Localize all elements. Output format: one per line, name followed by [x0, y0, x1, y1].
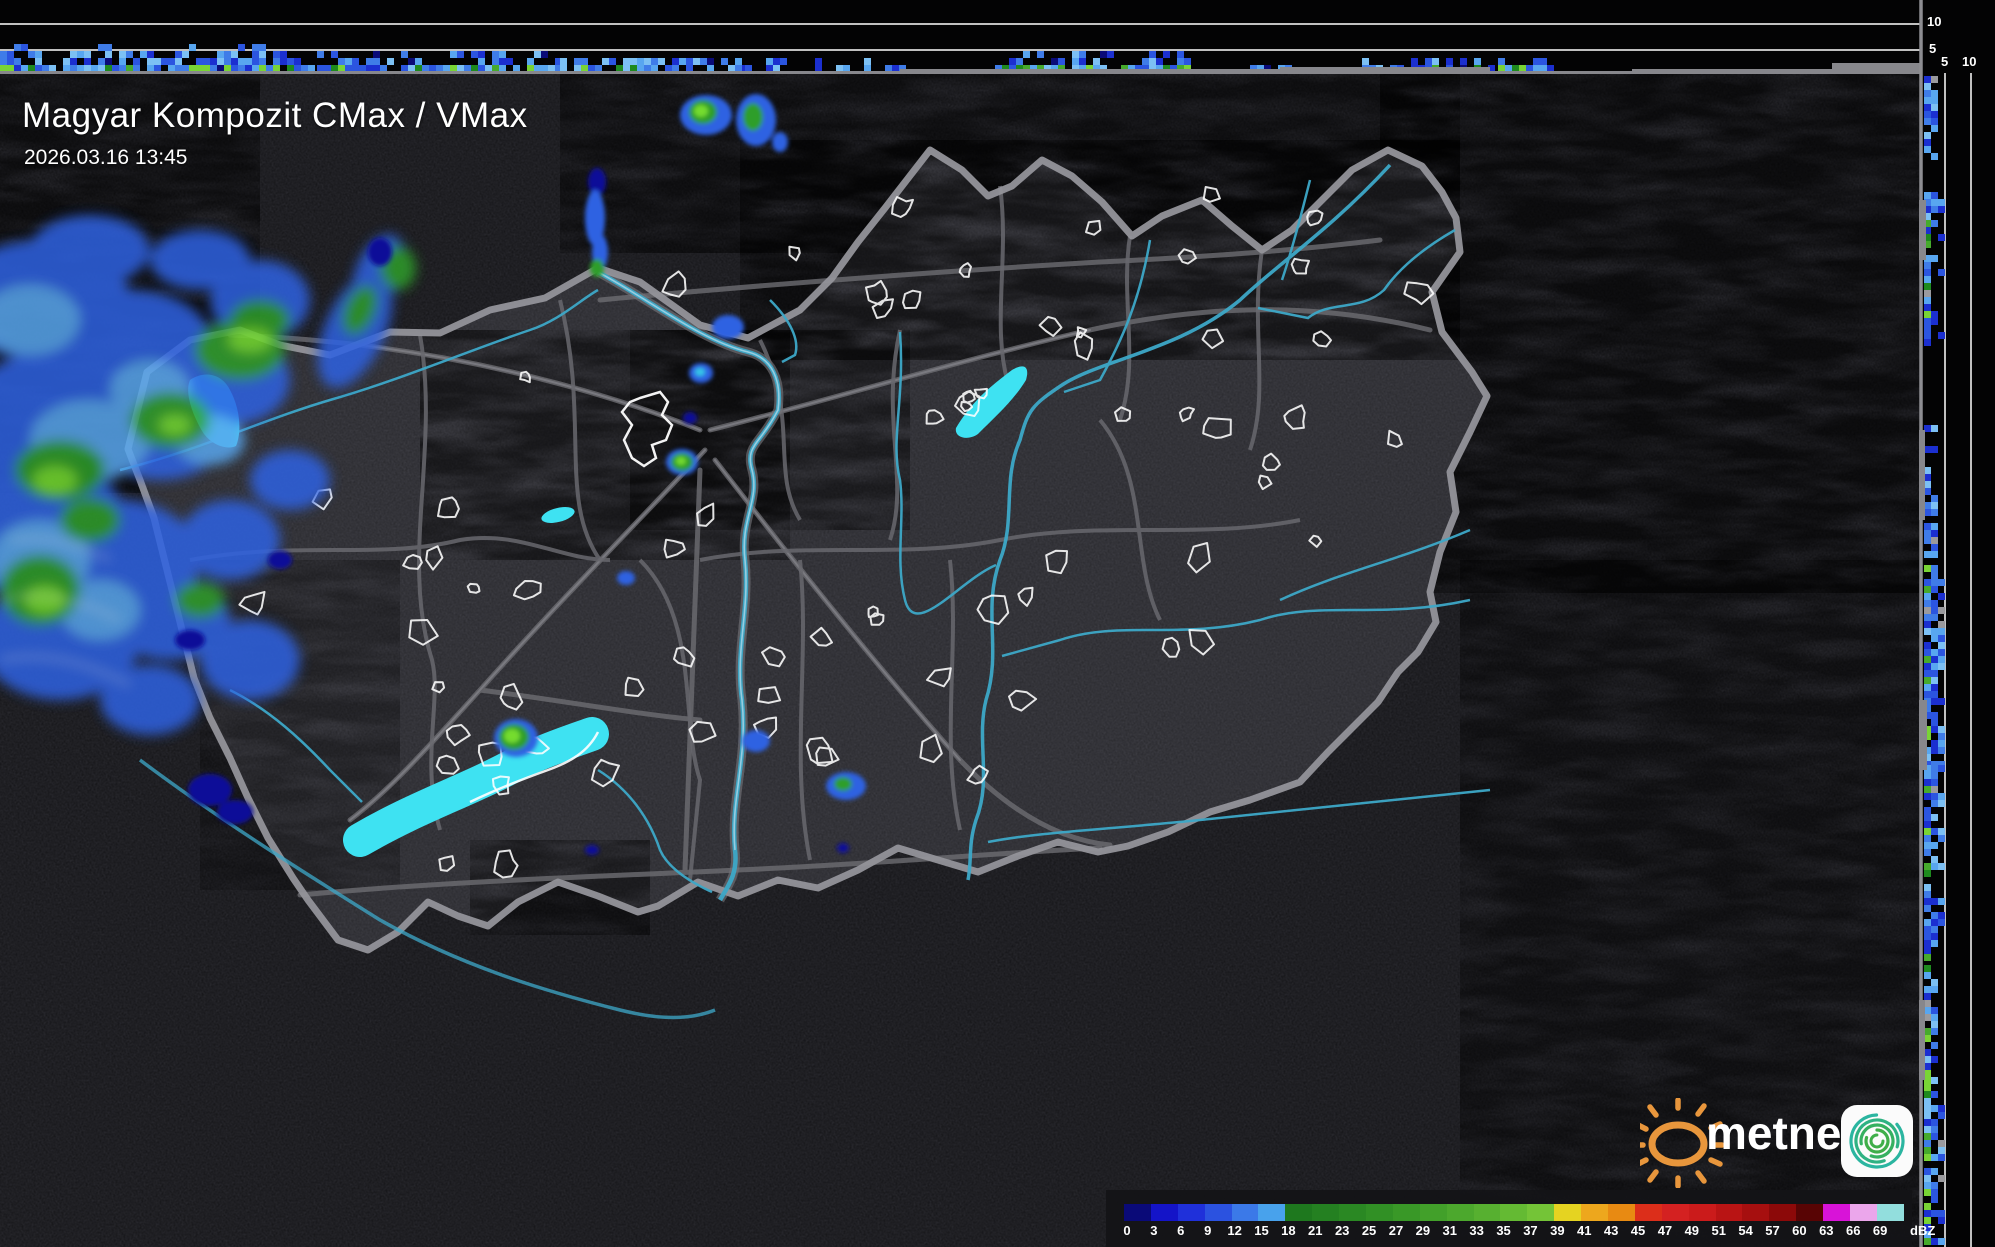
dbz-cell [1177, 1204, 1205, 1221]
dbz-cell [1688, 1204, 1716, 1221]
dbz-cell [1769, 1204, 1797, 1221]
dbz-cell [1204, 1204, 1232, 1221]
dbz-tick-label: 45 [1630, 1223, 1646, 1238]
budapest-outline [620, 390, 674, 468]
dbz-tick-label: 12 [1227, 1223, 1242, 1238]
dbz-colorbar-cells [1124, 1204, 1904, 1221]
dbz-tick-label: 15 [1254, 1223, 1269, 1238]
dbz-cell [1500, 1204, 1528, 1221]
dbz-cell [1850, 1204, 1877, 1221]
logo-wordmark: metnet [1706, 1107, 1857, 1159]
dbz-cell [1339, 1204, 1367, 1221]
dbz-tick-label: 39 [1550, 1223, 1565, 1238]
dbz-cell [1876, 1204, 1904, 1221]
settlement-outlines [238, 186, 1435, 879]
dbz-cell [1661, 1204, 1689, 1221]
dbz-tick-label: 57 [1765, 1223, 1780, 1238]
dbz-colorbar: 0 3 6 9 12 15 18 21 23 25 27 29 31 33 35 37 39 41 43 45 47 49… [1106, 1190, 1935, 1247]
dbz-cell [1473, 1204, 1501, 1221]
dbz-tick-label: 43 [1603, 1223, 1619, 1238]
dbz-unit-label: dBZ [1910, 1223, 1936, 1238]
dbz-cell [1366, 1204, 1393, 1221]
lake-balaton [343, 717, 609, 857]
dbz-tick-label: 69 [1872, 1223, 1888, 1238]
top-profile-terrain [0, 63, 1922, 74]
dbz-cell [1312, 1204, 1340, 1221]
timestamp: 2026.03.16 13:45 [24, 146, 188, 169]
dbz-cell [1124, 1204, 1151, 1221]
dbz-tick-label: 18 [1281, 1223, 1296, 1238]
dbz-tick-label: 33 [1469, 1223, 1484, 1238]
dbz-cell [1527, 1204, 1555, 1221]
dbz-cell [1554, 1204, 1582, 1221]
dbz-tick-label: 25 [1361, 1223, 1377, 1238]
dbz-tick-label: 3 [1150, 1223, 1158, 1238]
spiral-icon [1849, 1113, 1905, 1169]
metnet-logo[interactable]: metnet [1640, 1098, 1920, 1188]
dbz-tick-label: 54 [1738, 1223, 1753, 1238]
dbz-cell [1715, 1204, 1743, 1221]
dbz-tick-label: 63 [1819, 1223, 1834, 1238]
dbz-cell [1231, 1204, 1259, 1221]
lake-velence [541, 507, 575, 523]
dbz-tick-label: 51 [1711, 1223, 1726, 1238]
dbz-tick-label: 49 [1684, 1223, 1700, 1238]
dbz-cell [1796, 1204, 1824, 1221]
dbz-cell [1446, 1204, 1474, 1221]
vmax-top-profile-panel [0, 0, 1995, 74]
right-profile-terrain-bumps [1919, 200, 1927, 1080]
cloud-wisps [0, 535, 132, 689]
lake-balaton-shore-outline [469, 731, 600, 804]
dbz-cell [1258, 1204, 1286, 1221]
dbz-tick-label: 0 [1123, 1223, 1131, 1238]
dbz-tick-label: 37 [1523, 1223, 1538, 1238]
dbz-cell [1392, 1204, 1420, 1221]
dbz-tick-label: 21 [1308, 1223, 1323, 1238]
dbz-cell [1419, 1204, 1447, 1221]
app-icon [1841, 1105, 1913, 1177]
dbz-tick-label: 47 [1657, 1223, 1673, 1238]
dbz-cell [1742, 1204, 1770, 1221]
right-axis-label-5: 5 [1941, 54, 1949, 69]
dbz-tick-label: 35 [1496, 1223, 1511, 1238]
precipitation-cells [175, 94, 866, 855]
sun-icon [1640, 1098, 1725, 1188]
dbz-tick-label: 9 [1204, 1223, 1212, 1238]
dbz-tick-label: 41 [1577, 1223, 1592, 1238]
dbz-tick-label: 23 [1334, 1223, 1350, 1238]
dbz-tick-label: 27 [1388, 1223, 1404, 1238]
top-profile-echoes [0, 44, 1554, 72]
dbz-tick-label: 29 [1415, 1223, 1431, 1238]
top-axis-label-5: 5 [1929, 41, 1937, 56]
dbz-tick-label: 60 [1792, 1223, 1807, 1238]
dbz-cell [1634, 1204, 1662, 1221]
top-axis-label-10: 10 [1927, 14, 1942, 29]
dbz-tick-label: 66 [1845, 1223, 1861, 1238]
page-title: Magyar Kompozit CMax / VMax [22, 96, 528, 135]
dbz-cell [1581, 1204, 1609, 1221]
dbz-cell [1608, 1204, 1635, 1221]
dbz-cell [1823, 1204, 1851, 1221]
lake-tisza [955, 366, 1028, 438]
hungary-country-border [124, 146, 1491, 954]
dbz-tick-label: 31 [1442, 1223, 1457, 1238]
dbz-cell [1150, 1204, 1178, 1221]
right-profile-echoes [1924, 76, 1945, 1245]
right-axis-label-10: 10 [1962, 54, 1977, 69]
vmax-right-profile-panel [1919, 0, 1995, 1247]
dbz-cell [1285, 1204, 1313, 1221]
dbz-tick-label: 6 [1177, 1223, 1185, 1238]
